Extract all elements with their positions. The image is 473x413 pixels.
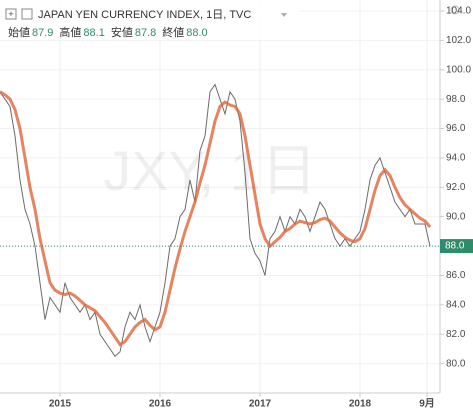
y-tick-label: 90.0 <box>446 211 466 222</box>
ohlc-label: 終値 <box>162 25 184 39</box>
ohlc-value: 88.0 <box>186 27 207 39</box>
x-tick-label: 2017 <box>249 399 272 410</box>
y-tick-label: 98.0 <box>446 94 466 105</box>
header-bg <box>0 0 300 40</box>
x-tick-label: 2018 <box>349 399 372 410</box>
plot <box>0 83 440 358</box>
y-tick-label: 92.0 <box>446 182 466 193</box>
last-price-box <box>440 239 473 254</box>
ohlc-value: 88.1 <box>83 27 104 39</box>
y-tick-label: 84.0 <box>446 299 466 310</box>
x-tick-label: 2015 <box>49 399 72 410</box>
y-tick-label: 96.0 <box>446 123 466 134</box>
expand-icon[interactable] <box>5 8 17 20</box>
ohlc-label: 安値 <box>111 25 133 39</box>
ohlc-label: 高値 <box>59 25 81 39</box>
y-tick-label: 86.0 <box>446 270 466 281</box>
y-tick-label: 94.0 <box>446 153 466 164</box>
y-tick-label: 82.0 <box>446 329 466 340</box>
price-line <box>0 83 431 358</box>
y-tick-label: 80.0 <box>446 358 466 369</box>
x-tick-label: 9月 <box>419 398 435 410</box>
ohlc: 始値 87.9 高値 88.1 安値 87.8 終値 88.0 <box>8 25 208 39</box>
ohlc-label: 始値 <box>8 25 30 39</box>
y-tick-label: 100.0 <box>446 64 471 75</box>
y-tick-label: 104.0 <box>446 6 471 17</box>
expand-plus: + <box>8 9 13 19</box>
title-dropdown[interactable] <box>281 13 287 17</box>
chart-title: JAPAN YEN CURRENCY INDEX, 1日, TVC <box>38 9 251 21</box>
ma-line <box>0 90 432 347</box>
y-tick-label: 102.0 <box>446 35 471 46</box>
x-tick-label: 2016 <box>149 399 172 410</box>
ohlc-value: 87.8 <box>135 27 156 39</box>
ohlc-value: 87.9 <box>32 27 53 39</box>
last-price-label: 88.0 <box>445 241 465 252</box>
compare-icon[interactable] <box>21 8 33 20</box>
settings-icon[interactable] <box>450 5 460 15</box>
